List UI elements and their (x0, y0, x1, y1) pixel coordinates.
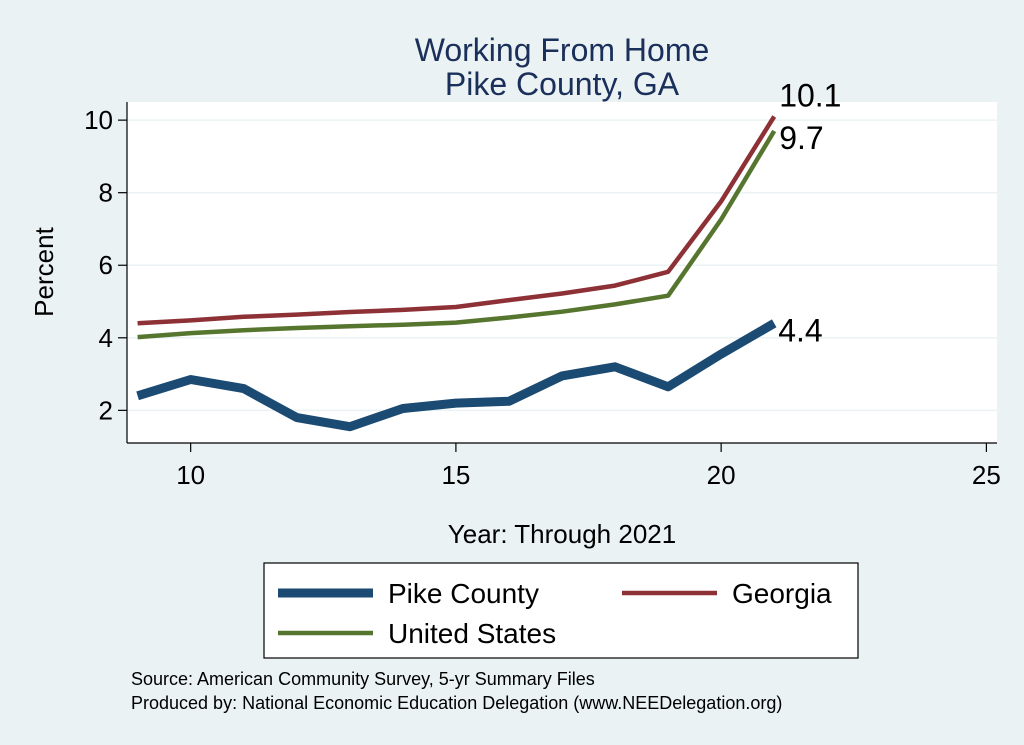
x-tick-label-15: 15 (441, 460, 470, 490)
producer-line: Produced by: National Economic Education… (131, 693, 782, 713)
end-labels: 4.4 10.1 9.7 (778, 78, 841, 349)
legend-box (263, 562, 859, 659)
series-line-georgia (137, 115, 777, 326)
x-tick-label-25: 25 (972, 460, 1001, 490)
y-axis-title: Percent (29, 226, 59, 316)
legend: Pike County Georgia United States (263, 562, 859, 659)
y-tick-label-4: 4 (99, 323, 113, 353)
series-line-united-states (137, 129, 777, 340)
legend-label-georgia: Georgia (732, 578, 832, 609)
axes: 2 4 6 8 10 10 15 20 25 (84, 102, 1001, 490)
legend-label-united-states: United States (388, 618, 556, 649)
x-tick-label-20: 20 (707, 460, 736, 490)
y-tick-label-8: 8 (99, 178, 113, 208)
source-line: Source: American Community Survey, 5-yr … (131, 669, 595, 689)
chart-subtitle: Pike County, GA (445, 66, 680, 102)
x-axis-title: Year: Through 2021 (448, 519, 676, 549)
series-lines (136, 115, 777, 432)
end-label-pike-county: 4.4 (778, 312, 822, 348)
y-tick-label-10: 10 (84, 105, 113, 135)
y-tick-label-6: 6 (99, 250, 113, 280)
legend-label-pike-county: Pike County (388, 578, 539, 609)
end-label-georgia: 10.1 (779, 78, 841, 114)
chart-title: Working From Home (415, 32, 710, 68)
end-label-united-states: 9.7 (779, 120, 823, 156)
plot-area (127, 102, 997, 443)
grid-lines (127, 119, 997, 412)
series-line-pike-county (136, 319, 777, 432)
y-tick-label-2: 2 (99, 395, 113, 425)
x-tick-label-10: 10 (176, 460, 205, 490)
